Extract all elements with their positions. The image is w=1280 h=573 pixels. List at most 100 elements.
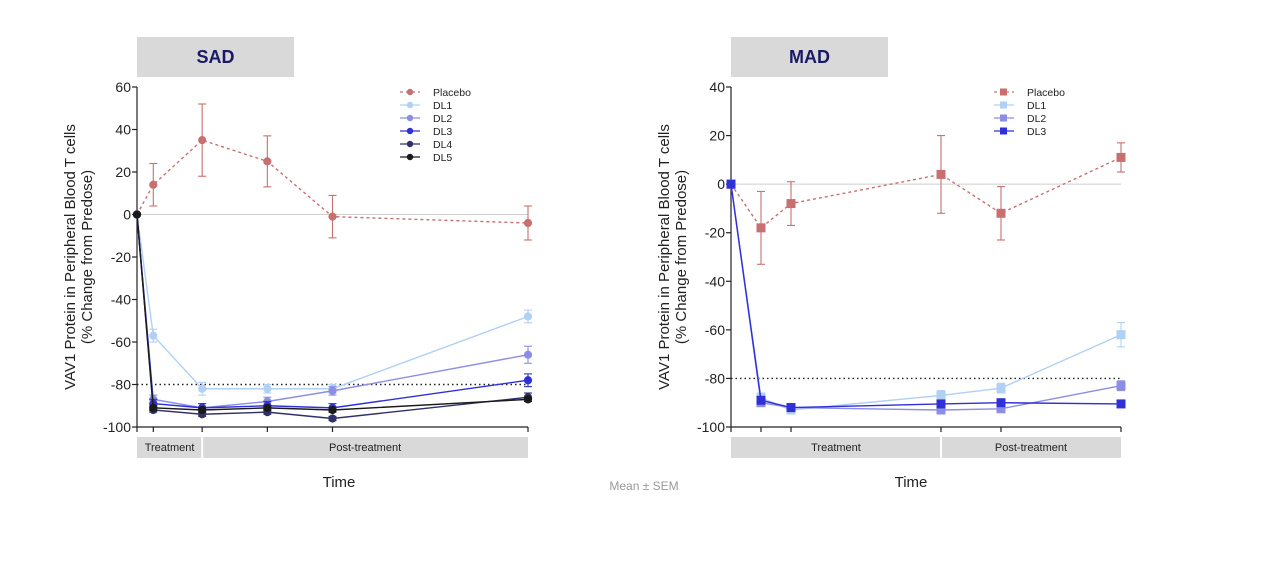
sad-point-dl1 — [198, 384, 207, 393]
sad-legend-marker — [406, 153, 414, 161]
mad-y-tick-label: -100 — [697, 419, 725, 435]
sad-point-dl4 — [328, 414, 337, 423]
sad-point-dl5 — [263, 403, 272, 412]
mad-line-dl3 — [730, 184, 1122, 409]
sad-y-tick-label: 0 — [123, 207, 131, 223]
sad-series-dl3 — [132, 210, 533, 413]
sad-series-dl1 — [132, 210, 533, 396]
mad-legend-marker — [1000, 127, 1007, 135]
sad-legend-label: DL5 — [433, 152, 452, 164]
mad-series-placebo — [726, 135, 1126, 265]
sad-point-placebo — [198, 136, 207, 145]
sad-line-dl3 — [136, 214, 529, 409]
sad-y-tick-label: -20 — [111, 249, 131, 265]
sad-legend-item-dl1: DL1 — [400, 100, 452, 112]
sad-point-dl1 — [149, 331, 158, 340]
mad-line-dl2 — [730, 184, 1122, 411]
sad-point-dl3 — [523, 376, 533, 385]
sad-legend-label: DL2 — [433, 113, 452, 125]
mad-phase-label: Post-treatment — [995, 442, 1067, 454]
sad-y-tick-label: -80 — [111, 377, 131, 393]
sad-x-axis-label: Time — [323, 474, 356, 491]
sad-title-box — [137, 37, 294, 77]
sad-point-dl2 — [523, 350, 533, 359]
mad-legend-item-dl1: DL1 — [994, 100, 1046, 112]
sad-point-placebo — [523, 218, 533, 228]
sad-line-placebo — [136, 139, 529, 224]
sad-point-placebo — [328, 212, 337, 221]
mad-line-dl1 — [730, 184, 1122, 411]
sad-point-dl1 — [263, 384, 272, 393]
sad-legend-item-dl2: DL2 — [400, 113, 452, 125]
sad-y-axis-label-line2: (% Change from Predose) — [79, 170, 96, 344]
mad-y-tick-label: -40 — [705, 273, 725, 289]
sad-phase-label: Treatment — [145, 442, 195, 454]
sad-legend-marker — [406, 114, 414, 122]
mad-point-dl1 — [936, 390, 946, 400]
sad-point-placebo — [263, 157, 272, 166]
mad-point-dl3 — [936, 399, 946, 409]
sad-legend-label: DL3 — [433, 126, 452, 138]
sad-legend-label: DL1 — [433, 100, 452, 112]
sad-legend-marker — [406, 88, 414, 96]
mad-y-tick-label: 0 — [717, 176, 725, 192]
sad-legend-item-dl3: DL3 — [400, 126, 452, 138]
mad-y-tick-label: 40 — [709, 79, 725, 95]
sad-y-tick-label: 40 — [115, 122, 131, 138]
sad-point-dl2 — [328, 386, 337, 395]
sad-legend-marker — [406, 101, 414, 109]
mad-x-axis-label: Time — [895, 474, 928, 491]
sad-title: SAD — [196, 47, 234, 67]
sad-line-dl2 — [136, 214, 529, 409]
mad-chart: MAD VAV1 Protein in Peripheral Blood T c… — [656, 37, 1126, 491]
mad-legend-marker — [1000, 88, 1007, 96]
sad-phase-band-treatment — [137, 437, 203, 458]
sad-series-dl2 — [132, 210, 533, 413]
mad-legend-label: Placebo — [1027, 87, 1065, 99]
mad-point-dl3 — [726, 179, 736, 189]
mad-point-dl1 — [1116, 330, 1126, 340]
mad-point-dl1 — [996, 383, 1006, 393]
mad-title: MAD — [789, 47, 830, 67]
sad-point-dl5 — [328, 405, 337, 415]
sad-point-dl5 — [198, 405, 207, 415]
mad-y-tick-label: 20 — [709, 128, 725, 144]
sad-line-dl1 — [136, 214, 529, 390]
sad-point-dl1 — [523, 312, 533, 321]
mad-legend-label: DL1 — [1027, 100, 1046, 112]
mad-y-tick-label: -20 — [705, 225, 725, 241]
sad-legend-item-dl4: DL4 — [400, 139, 452, 151]
sad-y-tick-label: 20 — [115, 164, 131, 180]
mad-point-dl3 — [786, 403, 796, 413]
sad-chart: SAD VAV1 Protein in Peripheral Blood T c… — [62, 37, 533, 491]
mad-point-placebo — [1116, 152, 1126, 162]
mad-y-tick-label: -60 — [705, 322, 725, 338]
mad-point-placebo — [996, 208, 1006, 218]
mad-point-placebo — [756, 223, 766, 233]
mad-legend-item-placebo: Placebo — [994, 87, 1065, 99]
mad-legend-label: DL3 — [1027, 126, 1046, 138]
mad-phase-label: Treatment — [811, 442, 861, 454]
mad-legend-item-dl3: DL3 — [994, 126, 1046, 138]
mad-point-dl3 — [756, 395, 766, 405]
sad-legend-item-dl5: DL5 — [400, 152, 452, 164]
mad-legend-label: DL2 — [1027, 113, 1046, 125]
mad-point-dl2 — [1116, 381, 1126, 391]
mad-point-placebo — [786, 199, 796, 209]
mad-phase-band-treatment — [731, 437, 941, 458]
sad-legend-item-placebo: Placebo — [400, 87, 471, 99]
mad-legend-marker — [1000, 101, 1007, 109]
sad-y-tick-label: -40 — [111, 292, 131, 308]
sad-legend-label: DL4 — [433, 139, 452, 151]
sad-line-dl5 — [136, 214, 529, 411]
sad-y-tick-label: -60 — [111, 334, 131, 350]
sad-series-dl5 — [132, 210, 533, 415]
sad-phase-label: Post-treatment — [329, 442, 401, 454]
sad-y-tick-label: 60 — [115, 79, 131, 95]
sad-series-placebo — [132, 103, 533, 241]
mad-y-tick-label: -80 — [705, 370, 725, 386]
mad-legend-item-dl2: DL2 — [994, 113, 1046, 125]
sad-legend-marker — [406, 127, 414, 135]
sad-y-tick-label: -100 — [103, 419, 131, 435]
